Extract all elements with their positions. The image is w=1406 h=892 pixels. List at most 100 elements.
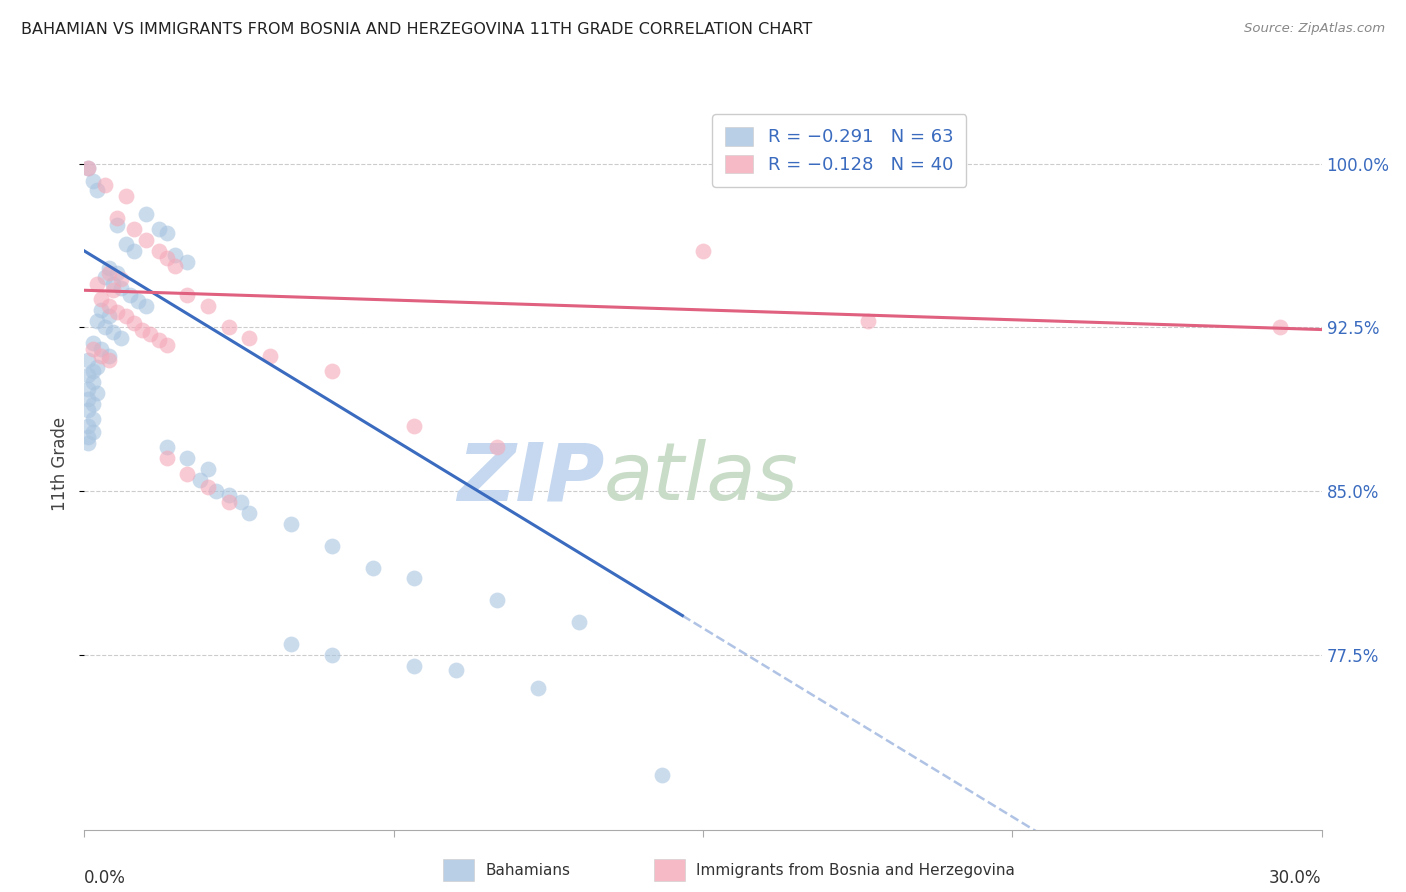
Point — [82, 375, 104, 389]
Point — [82, 335, 104, 350]
Point — [127, 294, 149, 309]
Point — [98, 353, 121, 368]
Point — [135, 207, 157, 221]
Point — [94, 320, 117, 334]
Point — [197, 299, 219, 313]
Point — [188, 473, 211, 487]
Point — [82, 364, 104, 378]
Text: Source: ZipAtlas.com: Source: ZipAtlas.com — [1244, 22, 1385, 36]
Point — [197, 480, 219, 494]
Text: BAHAMIAN VS IMMIGRANTS FROM BOSNIA AND HERZEGOVINA 11TH GRADE CORRELATION CHART: BAHAMIAN VS IMMIGRANTS FROM BOSNIA AND H… — [21, 22, 813, 37]
Point — [148, 222, 170, 236]
Point — [122, 316, 145, 330]
Point — [110, 331, 132, 345]
Point — [156, 441, 179, 455]
Point — [176, 451, 198, 466]
Point — [568, 615, 591, 629]
Point — [82, 174, 104, 188]
Point — [176, 255, 198, 269]
Point — [103, 277, 125, 291]
Point — [77, 161, 100, 175]
Point — [259, 349, 281, 363]
Point — [218, 320, 240, 334]
Point — [321, 539, 343, 553]
Point — [321, 648, 343, 662]
Point — [77, 161, 100, 175]
Point — [856, 314, 879, 328]
Point — [404, 572, 426, 586]
Point — [114, 189, 136, 203]
Point — [1270, 320, 1292, 334]
Point — [77, 418, 100, 433]
Point — [197, 462, 219, 476]
Point — [444, 663, 467, 677]
Point — [98, 261, 121, 276]
Point — [98, 310, 121, 324]
Text: 30.0%: 30.0% — [1270, 869, 1322, 887]
Point — [77, 403, 100, 417]
Point — [86, 385, 108, 400]
Point — [135, 233, 157, 247]
Point — [103, 325, 125, 339]
Point — [156, 338, 179, 352]
Point — [156, 451, 179, 466]
Point — [90, 292, 112, 306]
Point — [114, 310, 136, 324]
Point — [485, 593, 508, 607]
Y-axis label: 11th Grade: 11th Grade — [51, 417, 69, 511]
Legend: R = −0.291   N = 63, R = −0.128   N = 40: R = −0.291 N = 63, R = −0.128 N = 40 — [711, 114, 966, 186]
Point — [98, 299, 121, 313]
Point — [114, 237, 136, 252]
Point — [98, 349, 121, 363]
Point — [82, 412, 104, 426]
Point — [404, 418, 426, 433]
Point — [238, 331, 260, 345]
Point — [280, 516, 302, 531]
Point — [131, 322, 153, 336]
Point — [122, 244, 145, 258]
Point — [165, 248, 187, 262]
Point — [280, 637, 302, 651]
Point — [118, 287, 141, 301]
Point — [122, 222, 145, 236]
Point — [98, 266, 121, 280]
Point — [156, 251, 179, 265]
Point — [135, 299, 157, 313]
Point — [651, 768, 673, 782]
Point — [485, 441, 508, 455]
Point — [321, 364, 343, 378]
Point — [148, 334, 170, 348]
Point — [404, 658, 426, 673]
Point — [77, 429, 100, 443]
Point — [176, 287, 198, 301]
Point — [77, 368, 100, 383]
Point — [361, 560, 384, 574]
Point — [527, 681, 550, 695]
Point — [105, 266, 128, 280]
Point — [110, 272, 132, 286]
Point — [90, 342, 112, 356]
Point — [205, 484, 228, 499]
Point — [86, 314, 108, 328]
Text: Bahamians: Bahamians — [485, 863, 569, 878]
Text: ZIP: ZIP — [457, 440, 605, 517]
Text: 0.0%: 0.0% — [84, 869, 127, 887]
Point — [218, 495, 240, 509]
Point — [105, 211, 128, 226]
Point — [148, 244, 170, 258]
Point — [90, 349, 112, 363]
Point — [139, 326, 162, 341]
Point — [103, 283, 125, 297]
Point — [94, 270, 117, 285]
Point — [105, 218, 128, 232]
Point — [77, 382, 100, 396]
Point — [105, 305, 128, 319]
Point — [229, 495, 252, 509]
Point — [82, 397, 104, 411]
Point — [165, 259, 187, 273]
Point — [77, 436, 100, 450]
Point — [218, 488, 240, 502]
Point — [77, 353, 100, 368]
Text: atlas: atlas — [605, 440, 799, 517]
Point — [90, 302, 112, 317]
